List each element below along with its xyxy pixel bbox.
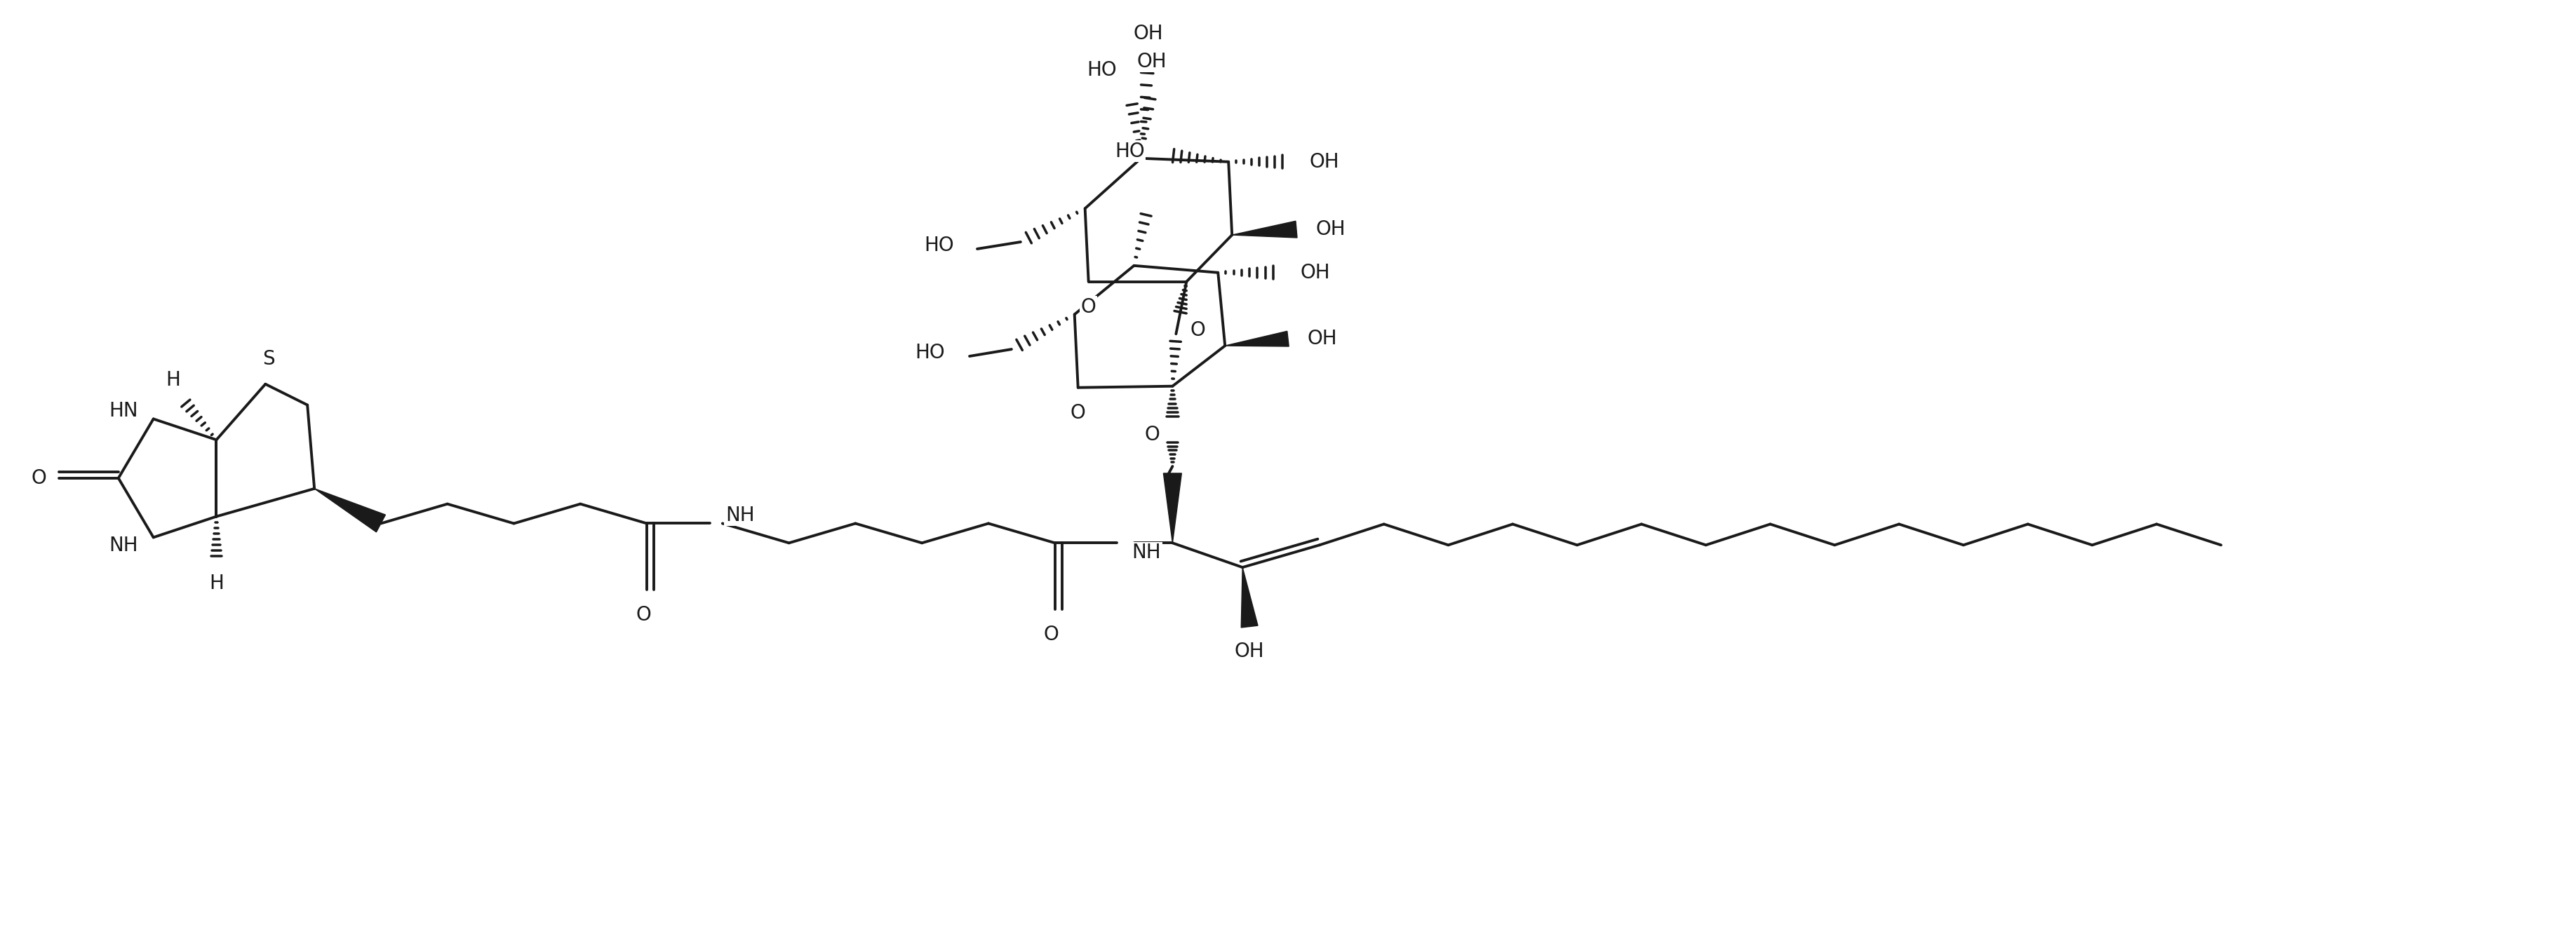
Polygon shape	[314, 488, 386, 532]
Polygon shape	[1231, 221, 1296, 238]
Text: HO: HO	[925, 235, 953, 255]
Text: H: H	[209, 573, 224, 593]
Text: NH: NH	[108, 536, 139, 556]
Text: NH: NH	[724, 505, 755, 525]
Text: HO: HO	[1087, 61, 1115, 80]
Text: OH: OH	[1136, 51, 1167, 71]
Text: HO: HO	[1115, 142, 1144, 162]
Text: H: H	[165, 370, 180, 389]
Text: NH: NH	[1131, 543, 1162, 562]
Text: O: O	[1043, 625, 1059, 644]
Text: HO: HO	[914, 343, 945, 362]
Text: O: O	[1079, 297, 1095, 317]
Text: HN: HN	[108, 401, 139, 420]
Text: OH: OH	[1234, 642, 1265, 661]
Polygon shape	[1164, 474, 1182, 543]
Text: OH: OH	[1309, 152, 1340, 172]
Text: OH: OH	[1301, 262, 1329, 282]
Polygon shape	[1224, 332, 1288, 347]
Text: O: O	[31, 468, 46, 488]
Text: OH: OH	[1133, 23, 1162, 43]
Text: O: O	[1144, 425, 1159, 445]
Text: OH: OH	[1306, 329, 1337, 348]
Text: O: O	[1190, 320, 1206, 340]
Text: O: O	[1069, 403, 1084, 422]
Text: S: S	[263, 349, 276, 369]
Text: O: O	[636, 605, 652, 625]
Text: OH: OH	[1316, 219, 1345, 239]
Polygon shape	[1242, 567, 1257, 628]
